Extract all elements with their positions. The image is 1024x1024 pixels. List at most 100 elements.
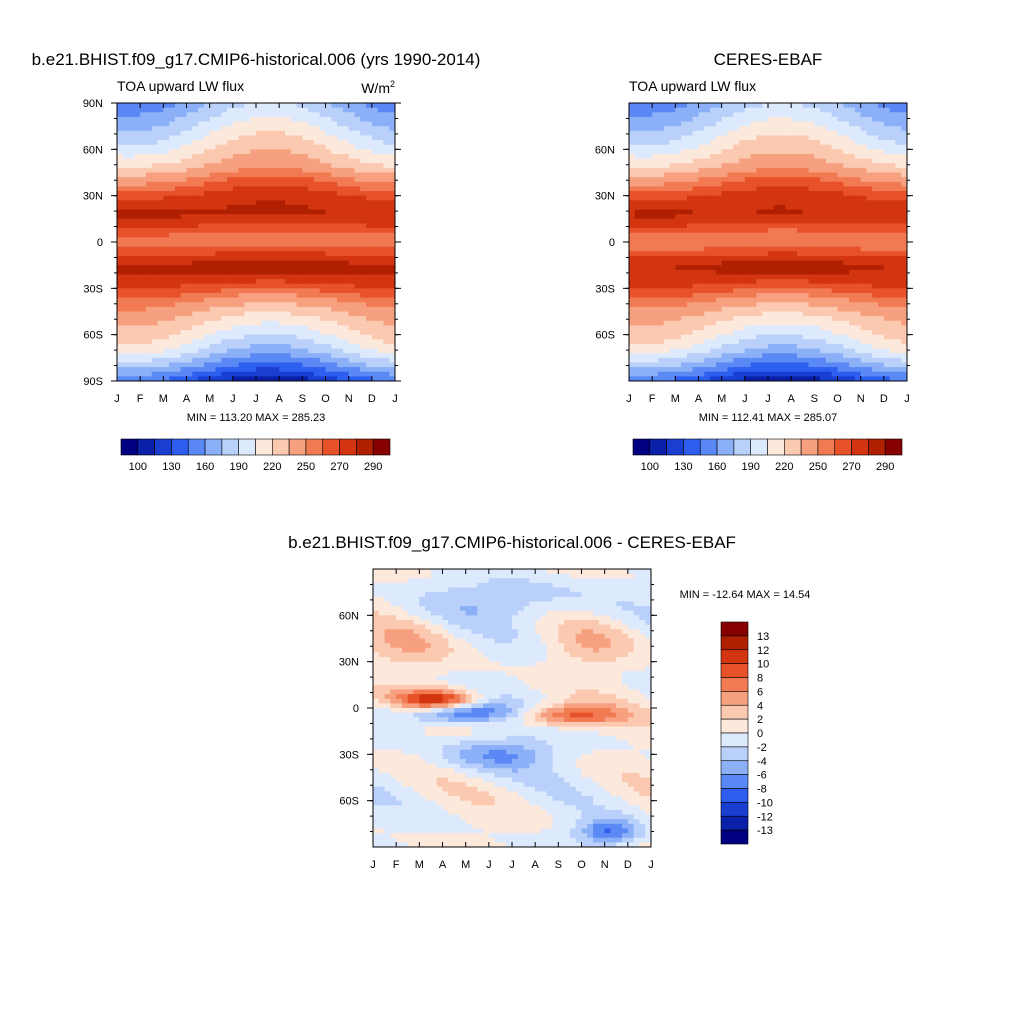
heatmap-cell (151, 200, 159, 206)
heatmap-cell (267, 330, 274, 336)
heatmap-cell (186, 348, 193, 354)
heatmap-cell (296, 297, 303, 303)
heatmap-cell (244, 242, 251, 248)
heatmap-cell (727, 269, 734, 276)
heatmap-cell (337, 228, 344, 234)
heatmap-cell (773, 232, 781, 238)
heatmap-cell (779, 255, 786, 262)
heatmap-cell (290, 367, 298, 373)
heatmap-cell (750, 255, 758, 262)
heatmap-cell (290, 237, 298, 243)
heatmap-cell (371, 130, 379, 137)
heatmap-cell (377, 306, 385, 313)
heatmap-cell (750, 121, 758, 127)
heatmap-cell (221, 302, 228, 308)
heatmap-cell (657, 274, 665, 280)
heatmap-cell (163, 204, 170, 211)
heatmap-cell (221, 172, 228, 178)
heatmap-cell (122, 200, 130, 206)
heatmap-cell (646, 228, 653, 234)
heatmap-cell (209, 181, 217, 187)
heatmap-cell (180, 237, 188, 243)
heatmap-cell (221, 126, 228, 132)
heatmap-cell (383, 343, 390, 350)
heatmap-cell (337, 246, 344, 252)
heatmap-cell (808, 269, 815, 276)
heatmap-cell (169, 362, 176, 368)
heatmap-cell (313, 209, 321, 215)
heatmap-cell (354, 121, 361, 127)
heatmap-cell (704, 330, 711, 336)
heatmap-cell (261, 237, 269, 243)
heatmap-cell (122, 274, 130, 280)
heatmap-cell (325, 153, 332, 160)
heatmap-cell (227, 376, 234, 381)
heatmap-cell (180, 279, 188, 285)
heatmap-cell (180, 218, 188, 225)
heatmap-cell (721, 339, 729, 345)
heatmap-cell (308, 343, 315, 350)
heatmap-cell (267, 237, 274, 243)
heatmap-cell (250, 348, 257, 354)
heatmap-cell (331, 297, 338, 303)
heatmap-cell (319, 237, 327, 243)
heatmap-cell (721, 237, 729, 243)
heatmap-cell (354, 320, 361, 326)
heatmap-cell (796, 367, 804, 373)
heatmap-cell (704, 228, 711, 234)
heatmap-cell (721, 302, 729, 308)
heatmap-cell (215, 297, 222, 303)
heatmap-cell (785, 265, 792, 271)
heatmap-cell (692, 316, 700, 322)
heatmap-cell (180, 140, 188, 146)
heatmap-cell (733, 371, 740, 377)
heatmap-cell (308, 274, 315, 280)
heatmap-cell (250, 121, 257, 127)
heatmap-cell (186, 177, 193, 183)
heatmap-cell (814, 214, 821, 220)
heatmap-cell (284, 242, 292, 248)
heatmap-cell (273, 232, 280, 238)
heatmap-cell (325, 204, 332, 211)
heatmap-cell (686, 339, 694, 345)
heatmap-cell (657, 320, 665, 326)
heatmap-cell (383, 181, 390, 187)
heatmap-cell (227, 191, 234, 197)
heatmap-cell (727, 265, 734, 271)
heatmap-cell (163, 209, 170, 215)
heatmap-cell (785, 149, 792, 155)
heatmap-cell (739, 149, 746, 155)
heatmap-cell (273, 325, 280, 331)
heatmap-cell (383, 135, 390, 141)
heatmap-cell (209, 177, 217, 183)
heatmap-cell (186, 200, 193, 206)
heatmap-cell (134, 283, 141, 289)
heatmap-cell (348, 251, 356, 257)
heatmap-cell (279, 371, 286, 377)
heatmap-cell (134, 246, 141, 252)
heatmap-cell (663, 209, 671, 215)
heatmap-cell (383, 209, 390, 215)
heatmap-cell (704, 177, 711, 183)
heatmap-cell (704, 334, 711, 340)
heatmap-cell (244, 140, 251, 146)
heatmap-cell (331, 343, 338, 350)
heatmap-cell (174, 288, 182, 294)
heatmap-cell (802, 237, 810, 243)
heatmap-cell (325, 130, 332, 137)
heatmap-cell (117, 140, 124, 146)
heatmap-cell (733, 107, 740, 113)
heatmap-cell (238, 334, 246, 340)
heatmap-cell (244, 330, 251, 336)
heatmap-cell (791, 339, 798, 345)
heatmap-cell (163, 255, 170, 262)
heatmap-cell (238, 320, 246, 326)
heatmap-cell (768, 274, 775, 280)
heatmap-cell (646, 116, 653, 123)
heatmap-cell (227, 237, 234, 243)
heatmap-cell (652, 251, 659, 257)
heatmap-cell (634, 362, 642, 368)
heatmap-cell (325, 181, 332, 187)
heatmap-cell (744, 376, 752, 381)
heatmap-cell (733, 343, 740, 350)
